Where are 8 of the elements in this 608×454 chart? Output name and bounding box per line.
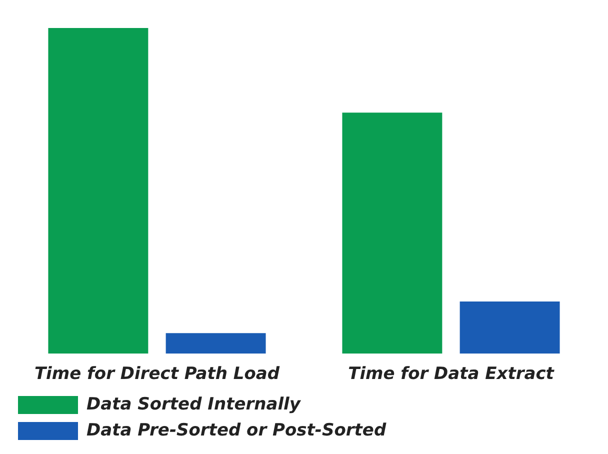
bar (460, 302, 560, 354)
bar (342, 112, 442, 354)
legend-label: Data Pre-Sorted or Post-Sorted (86, 420, 387, 440)
bar (48, 28, 148, 354)
x-tick-label: Time for Data Extract (348, 364, 555, 384)
bar (166, 333, 266, 354)
x-tick-label: Time for Direct Path Load (34, 364, 280, 384)
legend-label: Data Sorted Internally (86, 394, 302, 414)
